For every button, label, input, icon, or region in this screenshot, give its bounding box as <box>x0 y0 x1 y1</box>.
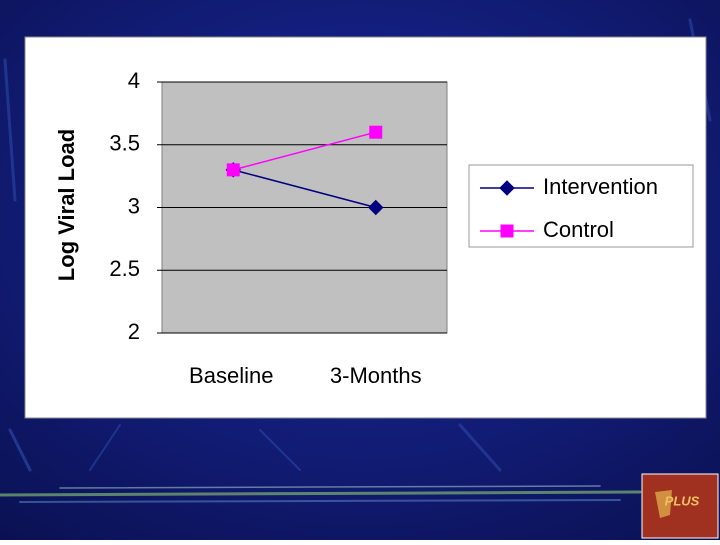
data-point <box>369 125 383 139</box>
logo: PLUS <box>641 473 719 539</box>
data-point <box>226 163 240 177</box>
y-axis-title: Log Viral Load <box>54 129 79 281</box>
legend-label: Intervention <box>543 174 658 199</box>
y-tick-label: 2.5 <box>109 256 140 281</box>
y-tick-label: 3.5 <box>109 131 140 156</box>
x-tick-label: 3-Months <box>330 363 422 388</box>
data-point <box>368 199 384 216</box>
legend-marker <box>499 180 515 196</box>
y-tick-label: 4 <box>128 68 140 93</box>
series-line <box>233 131 376 171</box>
legend-marker <box>500 224 514 238</box>
legend-label: Control <box>543 217 614 242</box>
logo-text: PLUS <box>665 493 700 508</box>
y-tick-label: 2 <box>128 319 140 344</box>
series-line <box>233 169 376 209</box>
y-tick-label: 3 <box>128 193 140 218</box>
x-tick-label: Baseline <box>189 363 273 388</box>
